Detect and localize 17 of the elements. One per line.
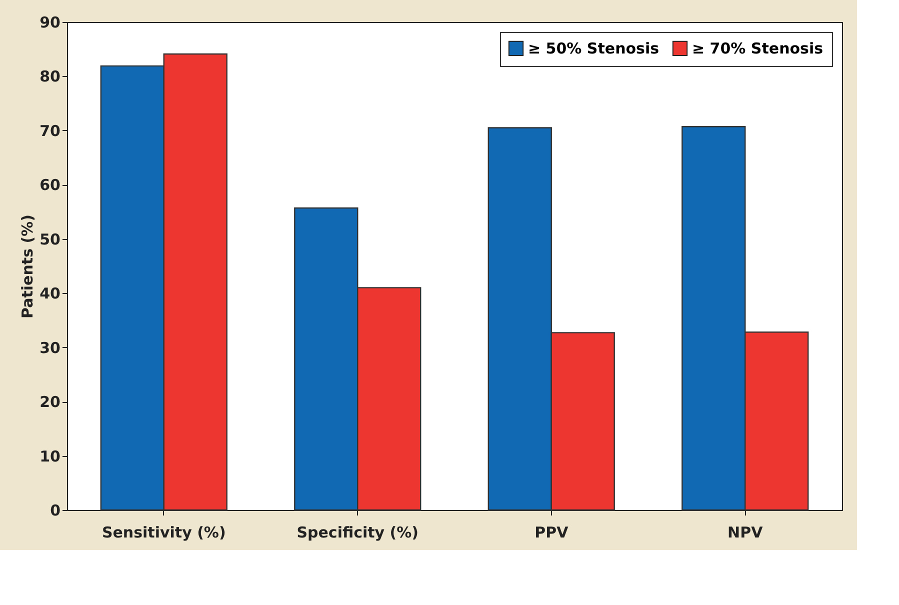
x-tick-label: Sensitivity (%) xyxy=(102,524,226,542)
y-tick-label: 60 xyxy=(40,176,60,194)
x-tick-label: NPV xyxy=(728,524,764,542)
y-tick-label: 20 xyxy=(40,393,60,412)
y-tick-label: 40 xyxy=(40,284,60,303)
legend-label: ≥ 50% Stenosis xyxy=(528,39,660,58)
y-tick-label: 80 xyxy=(40,68,60,86)
x-tick-label: PPV xyxy=(534,524,569,542)
y-axis-title: Patients (%) xyxy=(18,214,37,318)
y-tick-label: 10 xyxy=(40,447,60,466)
y-tick-label: 50 xyxy=(40,230,60,248)
y-tick-label: 0 xyxy=(50,502,60,520)
x-tick-label: Specificity (%) xyxy=(296,524,419,542)
legend-label: ≥ 70% Stenosis xyxy=(692,39,824,58)
y-tick-label: 90 xyxy=(40,14,60,32)
y-tick-label: 30 xyxy=(40,338,60,357)
y-tick-label: 70 xyxy=(40,122,60,140)
